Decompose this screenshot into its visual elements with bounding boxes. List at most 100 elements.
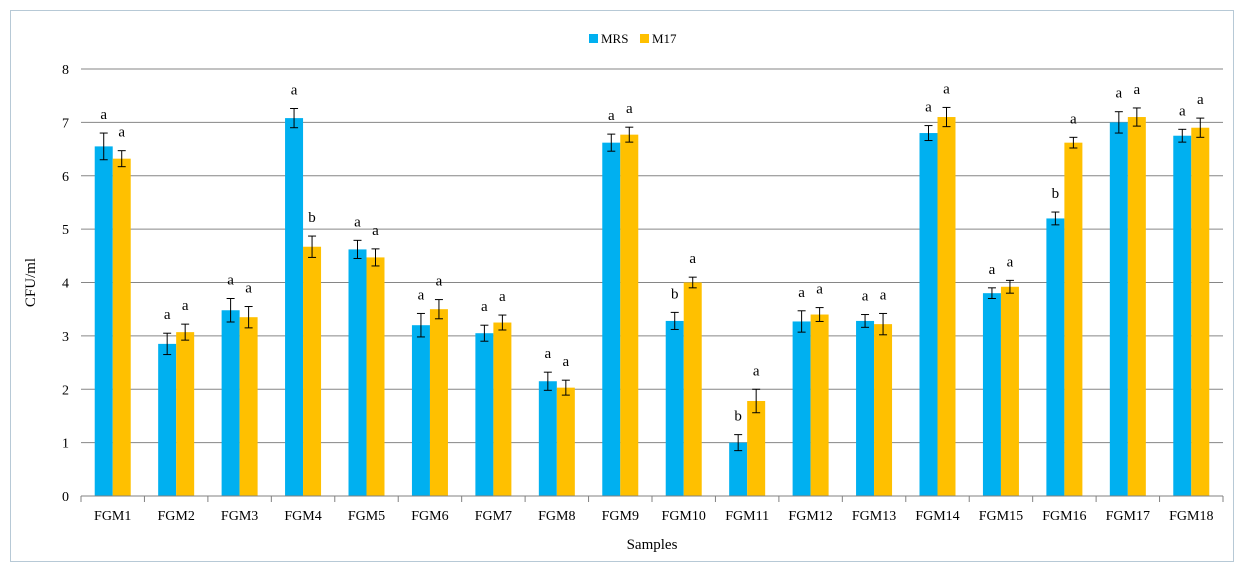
significance-letter: a (245, 281, 252, 297)
bar-m17 (937, 117, 956, 496)
x-tick-label: FGM6 (411, 509, 448, 524)
significance-letter: a (544, 346, 551, 362)
bar-mrs (348, 249, 367, 496)
significance-letter: a (689, 251, 696, 267)
x-tick-label: FGM17 (1106, 509, 1150, 524)
x-tick-label: FGM12 (788, 509, 832, 524)
bar-mrs (729, 442, 748, 496)
legend-label-m17: M17 (652, 31, 677, 46)
significance-letter: a (1179, 103, 1186, 119)
bar-mrs (919, 133, 938, 497)
y-axis-label: CFU/ml (23, 258, 39, 307)
bar-mrs (982, 293, 1001, 496)
significance-letter: a (164, 307, 171, 323)
significance-letter: a (291, 82, 298, 98)
legend-swatch-mrs (589, 34, 598, 43)
bar-m17 (683, 282, 702, 496)
bar-mrs (221, 310, 240, 496)
y-tick-label: 3 (62, 330, 69, 345)
significance-letter: b (308, 210, 316, 226)
bar-mrs (792, 321, 811, 496)
x-tick-label: FGM15 (979, 509, 1023, 524)
x-tick-label: FGM5 (348, 509, 385, 524)
x-axis-label: Samples (627, 537, 678, 553)
bar-m17 (747, 400, 766, 496)
significance-letter: a (798, 285, 805, 301)
bar-mrs (158, 343, 177, 496)
error-bars (99, 106, 1205, 452)
bar-m17 (810, 314, 829, 496)
bar-m17 (1191, 127, 1210, 497)
y-tick-label: 0 (62, 490, 69, 505)
y-tick-label: 4 (62, 277, 69, 292)
y-axis-ticks: 0 1 2 3 4 5 6 7 8 (62, 63, 69, 505)
legend-label-mrs: MRS (601, 31, 628, 46)
x-axis-ticks: FGM1 FGM2 FGM3 FGM4 FGM5 FGM6 FGM7 FGM8 FGM9 FGM1… (80, 496, 1224, 524)
significance-letter: a (100, 107, 107, 123)
bar-mrs (538, 381, 557, 496)
significance-letter: a (372, 223, 379, 239)
bar-mrs (856, 320, 875, 496)
bar-m17 (556, 387, 575, 496)
x-tick-label: FGM11 (725, 509, 769, 524)
significance-letter: a (753, 363, 760, 379)
bar-mrs (602, 142, 621, 496)
x-tick-label: FGM18 (1169, 509, 1213, 524)
significance-letter: a (499, 289, 506, 305)
y-tick-label: 6 (62, 170, 69, 185)
significance-letter: a (118, 125, 125, 141)
bar-m17 (1064, 142, 1083, 496)
significance-letter: b (734, 409, 742, 425)
y-tick-label: 5 (62, 223, 69, 238)
bar-m17 (493, 322, 512, 496)
bar-mrs (1046, 218, 1065, 496)
significance-letter: a (227, 273, 234, 289)
bar-m17 (1000, 286, 1019, 496)
bar-m17 (620, 134, 639, 496)
significance-letter: a (354, 214, 361, 230)
x-tick-label: FGM9 (602, 509, 639, 524)
x-tick-label: FGM1 (94, 509, 131, 524)
y-tick-label: 8 (62, 63, 69, 78)
bar-m17 (366, 257, 385, 496)
significance-letter: a (816, 282, 823, 298)
bar-mrs (1173, 135, 1192, 496)
significance-letter: a (1197, 92, 1204, 108)
x-tick-label: FGM7 (475, 509, 512, 524)
bar-mrs (411, 325, 430, 496)
significance-letter: a (943, 81, 950, 97)
bar-m17 (239, 317, 258, 496)
significance-letter: a (1115, 86, 1122, 102)
x-tick-label: FGM16 (1042, 509, 1086, 524)
significance-letter: a (1007, 254, 1014, 270)
significance-letter: b (671, 286, 679, 302)
x-tick-label: FGM3 (221, 509, 258, 524)
significance-letter: a (436, 274, 443, 290)
significance-letter: a (925, 100, 932, 116)
significance-letter: a (562, 354, 569, 370)
x-tick-label: FGM8 (538, 509, 575, 524)
y-tick-label: 7 (62, 116, 69, 131)
x-tick-label: FGM13 (852, 509, 896, 524)
bar-mrs (665, 320, 684, 496)
bar-m17 (1127, 117, 1146, 496)
bars (94, 117, 1210, 497)
significance-letter: a (1070, 111, 1077, 127)
legend: MRS M17 (589, 31, 677, 46)
bar-mrs (94, 146, 113, 497)
y-tick-label: 1 (62, 437, 69, 452)
x-tick-label: FGM2 (157, 509, 194, 524)
significance-letter: a (481, 299, 488, 315)
bar-mrs (475, 333, 494, 496)
x-tick-label: FGM14 (915, 509, 959, 524)
significance-letter: a (182, 298, 189, 314)
significance-letter: a (989, 262, 996, 278)
bar-mrs (285, 118, 304, 496)
x-tick-label: FGM4 (284, 509, 321, 524)
bar-m17 (176, 332, 195, 496)
significance-letter: a (862, 289, 869, 305)
significance-letter: a (626, 101, 633, 117)
bar-m17 (303, 246, 322, 496)
